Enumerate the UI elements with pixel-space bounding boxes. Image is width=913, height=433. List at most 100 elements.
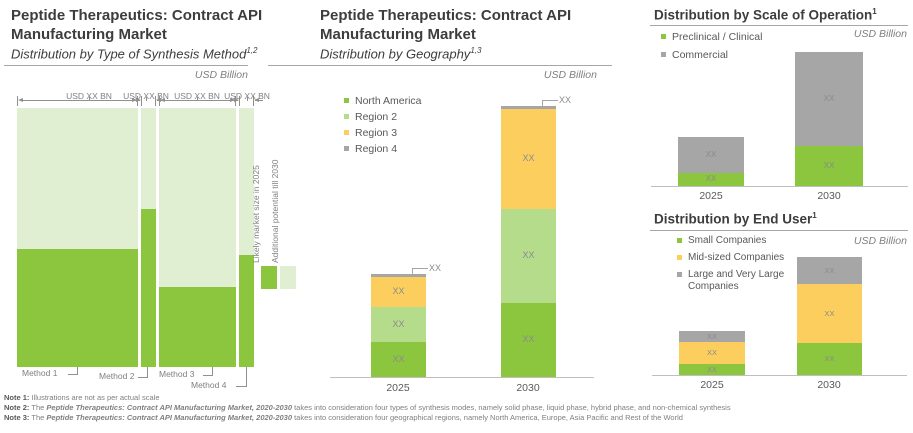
mekko-dimension-label: USD XX BN [174, 91, 220, 101]
bar-segment-gray [795, 52, 863, 146]
legend-item: Preclinical / Clinical [661, 31, 762, 43]
note-3-market-name: Peptide Therapeutics: Contract API Manuf… [46, 413, 293, 422]
bar-value-label: XX [824, 265, 835, 275]
bar-segment-yellow [797, 284, 862, 343]
scale-category-2025: 2025 [699, 190, 723, 202]
scale-title-footnote-ref: 1 [872, 7, 877, 16]
scale-x-axis [651, 186, 908, 187]
scale-panel-divider [650, 25, 908, 26]
mekko-col-label-method1: Method 1 [22, 368, 58, 378]
dimension-arrowhead-left [18, 98, 23, 102]
geography-category-2025: 2025 [386, 382, 410, 394]
scale-panel-title: Distribution by Scale of Operation1 [654, 7, 877, 23]
bar-segment-gray [678, 137, 744, 173]
bar-value-label: XX [392, 353, 405, 364]
legend-item: North America [344, 95, 422, 107]
bar-segment-green [678, 173, 744, 186]
dimension-arrowhead-right [136, 98, 141, 102]
bar-segment-gray [679, 331, 745, 342]
note-2: Note 2: The Peptide Therapeutics: Contra… [4, 403, 731, 412]
bar-segment-yellow [371, 277, 426, 307]
legend-marker-yellow [677, 255, 682, 260]
legend-item-label: Mid-sized Companies [688, 252, 785, 263]
mid-panel-subtitle: Distribution by Geography1,3 [320, 46, 482, 62]
legend-item: Region 4 [344, 143, 422, 155]
enduser-category-2025: 2025 [700, 379, 724, 391]
enduser-category-2030: 2030 [817, 379, 841, 391]
legend-label-likely-2025: Likely market size in 2025 [251, 165, 261, 263]
legend-item: Large and Very Large Companies [677, 269, 807, 293]
legend-marker-gray [677, 272, 682, 277]
legend-marker-light_green [344, 114, 349, 119]
dimension-end-bar [155, 96, 156, 106]
bar-value-label: XX [705, 149, 717, 159]
mid-panel-title-line2: Manufacturing Market [320, 26, 476, 43]
left-panel-title: Peptide Therapeutics: Contract API Manuf… [11, 6, 262, 44]
legend-item: Commercial [661, 49, 762, 61]
legend-item: Region 2 [344, 111, 422, 123]
bar-value-label: XX [705, 174, 717, 184]
dimension-line [255, 100, 263, 101]
bar-segment-yellow [501, 109, 556, 209]
legend-marker-yellow [344, 130, 349, 135]
dimension-label-tick [197, 97, 198, 101]
bar-value-label: XX [522, 153, 535, 164]
bar-value-label: XX [823, 93, 835, 103]
dimension-end-bar [239, 96, 240, 106]
legend-item: Mid-sized Companies [677, 252, 807, 264]
method2-connector [138, 377, 148, 378]
enduser-title-footnote-ref: 1 [812, 211, 817, 220]
method3-connector [203, 375, 213, 376]
callout-line-v [542, 99, 543, 106]
geography-legend: North America Region 2 Region 3 Region 4 [344, 95, 422, 159]
bar-value-label: XX [392, 318, 405, 329]
bar-value-label: XX [522, 250, 535, 261]
scale-legend: Preclinical / Clinical Commercial [661, 31, 762, 67]
mid-panel-divider [268, 65, 612, 66]
bar-segment-green [795, 146, 863, 186]
note-1: Note 1: Illustrations are not as per act… [4, 393, 160, 402]
method1-connector-v [77, 367, 78, 375]
legend-label-additional-2030: Additional potential till 2030 [270, 159, 280, 264]
bar-value-label: XX [706, 364, 717, 374]
geography-category-2030: 2030 [516, 382, 540, 394]
mekko-likely-segment [239, 255, 254, 367]
bar-segment-green [679, 364, 745, 375]
callout-line-h [412, 267, 428, 269]
method3-connector-v [212, 367, 213, 376]
left-panel-divider [4, 65, 248, 66]
dimension-arrowhead-left [160, 98, 165, 102]
bar-segment-light_green [371, 307, 426, 342]
legend-marker-green [677, 238, 682, 243]
dimension-end-bar [253, 96, 254, 106]
note-3: Note 3: The Peptide Therapeutics: Contra… [4, 413, 683, 422]
legend-item-label: Region 4 [355, 143, 398, 155]
callout-line-h [542, 99, 558, 101]
mekko-likely-segment [17, 249, 138, 367]
legend-swatch-likely [261, 266, 277, 289]
legend-item-label: Commercial [672, 49, 729, 61]
dimension-label-tick [146, 97, 147, 101]
method4-connector-v [246, 367, 247, 387]
left-subtitle-footnote-ref: 1,2 [246, 46, 258, 55]
bar-value-label: XX [706, 331, 717, 341]
method4-connector [236, 386, 247, 387]
legend-item: Region 3 [344, 127, 422, 139]
bar-segment-green [501, 303, 556, 377]
bar-segment-green [371, 342, 426, 377]
dimension-arrowhead-right [234, 98, 239, 102]
legend-item-label: Region 3 [355, 127, 398, 139]
scale-panel-unit-label: USD Billion [853, 28, 907, 40]
legend-swatch-additional [280, 266, 296, 289]
left-panel-subtitle: Distribution by Type of Synthesis Method… [11, 46, 258, 62]
bar-value-label: XX [522, 334, 535, 345]
mekko-col-label-method3: Method 3 [159, 369, 195, 379]
mekko-col-label-method4: Method 4 [191, 380, 227, 390]
dimension-arrowhead-left [156, 98, 161, 102]
legend-item-label: North America [355, 95, 422, 107]
bar-value-label: XX [392, 286, 405, 297]
bar-value-label: XX [823, 160, 835, 170]
legend-item: Small Companies [677, 235, 807, 247]
dimension-end-bar [159, 96, 160, 106]
